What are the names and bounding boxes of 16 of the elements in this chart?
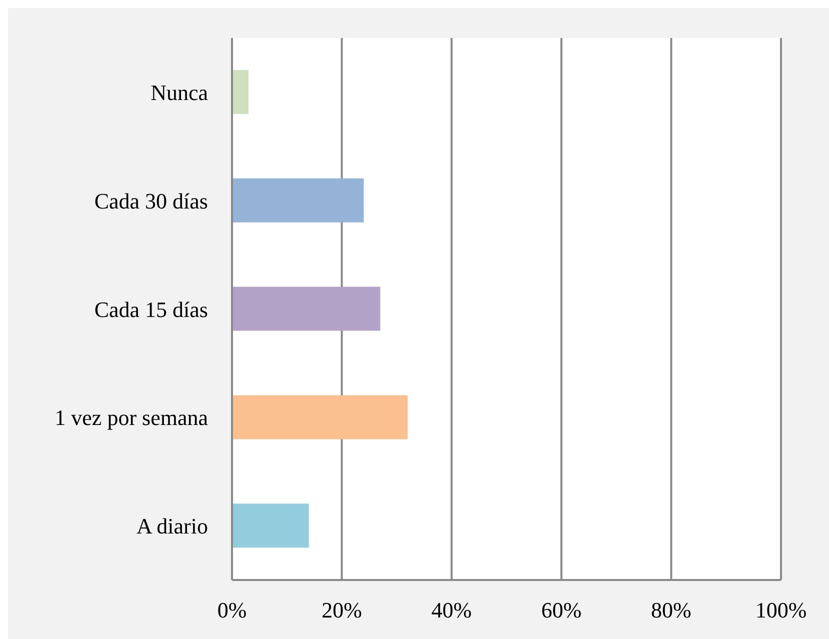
x-tick-label: 60% bbox=[541, 598, 582, 623]
bar bbox=[232, 286, 380, 331]
x-tick-label: 20% bbox=[322, 598, 362, 623]
x-tick-label: 40% bbox=[431, 598, 472, 623]
bar bbox=[232, 504, 309, 548]
y-tick-label: Cada 15 días bbox=[94, 296, 208, 322]
y-tick-label: Cada 30 días bbox=[94, 188, 208, 214]
x-tick-label: 0% bbox=[217, 598, 247, 623]
bar bbox=[232, 178, 364, 222]
x-tick-label: 100% bbox=[755, 598, 807, 623]
x-tick-label: 80% bbox=[651, 598, 692, 623]
y-tick-label: A diario bbox=[136, 514, 208, 539]
bar bbox=[232, 395, 408, 440]
y-tick-label: 1 vez por semana bbox=[54, 405, 208, 430]
bar bbox=[232, 70, 248, 114]
y-tick-label: Nunca bbox=[150, 80, 208, 106]
